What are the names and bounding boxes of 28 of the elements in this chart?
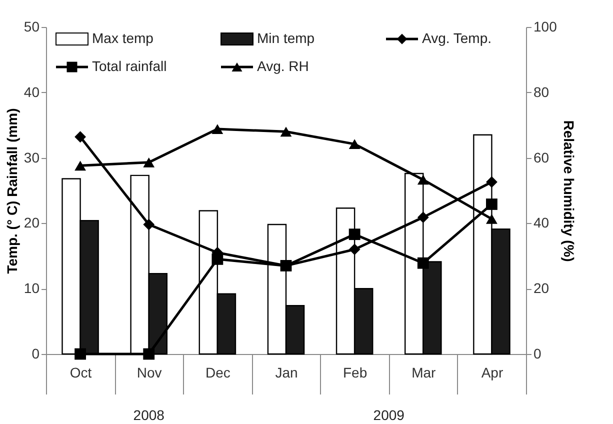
legend-label: Avg. RH bbox=[257, 58, 309, 74]
x-tick-label: Mar bbox=[412, 364, 436, 380]
x-tick-label: Dec bbox=[205, 364, 230, 380]
text: 2008 bbox=[133, 407, 165, 423]
legend-label: Max temp bbox=[92, 30, 154, 46]
y-tick-label: 50 bbox=[24, 18, 40, 34]
text: 2009 bbox=[373, 407, 405, 423]
x-tick-label: Apr bbox=[481, 364, 504, 380]
y2-tick-label: 0 bbox=[534, 346, 542, 362]
y2-tick-label: 40 bbox=[534, 214, 550, 231]
y-tick-label: 40 bbox=[24, 84, 40, 100]
y2-tick-label: 60 bbox=[534, 149, 550, 166]
x-tick-label: Oct bbox=[70, 364, 92, 380]
y2-tick-label: 80 bbox=[534, 84, 550, 100]
x-tick-label: Feb bbox=[343, 364, 368, 380]
y-axis-title: Temp. (° C) Rainfall (mm) bbox=[4, 108, 20, 274]
x-tick-label: Jan bbox=[275, 364, 298, 380]
y-tick-label: 0 bbox=[32, 346, 40, 362]
x-tick-label: Nov bbox=[136, 364, 162, 380]
legend-label: Min temp bbox=[257, 30, 315, 46]
legend-label: Avg. Temp. bbox=[422, 30, 492, 46]
y-tick-label: 20 bbox=[24, 214, 40, 231]
legend-label: Total rainfall bbox=[92, 58, 167, 74]
y2-axis-title: Relative humidity (%) bbox=[560, 120, 577, 262]
y2-tick-label: 100 bbox=[534, 18, 558, 34]
y-tick-label: 10 bbox=[24, 280, 40, 296]
y-tick-label: 30 bbox=[24, 149, 40, 166]
y2-tick-label: 20 bbox=[534, 280, 550, 296]
